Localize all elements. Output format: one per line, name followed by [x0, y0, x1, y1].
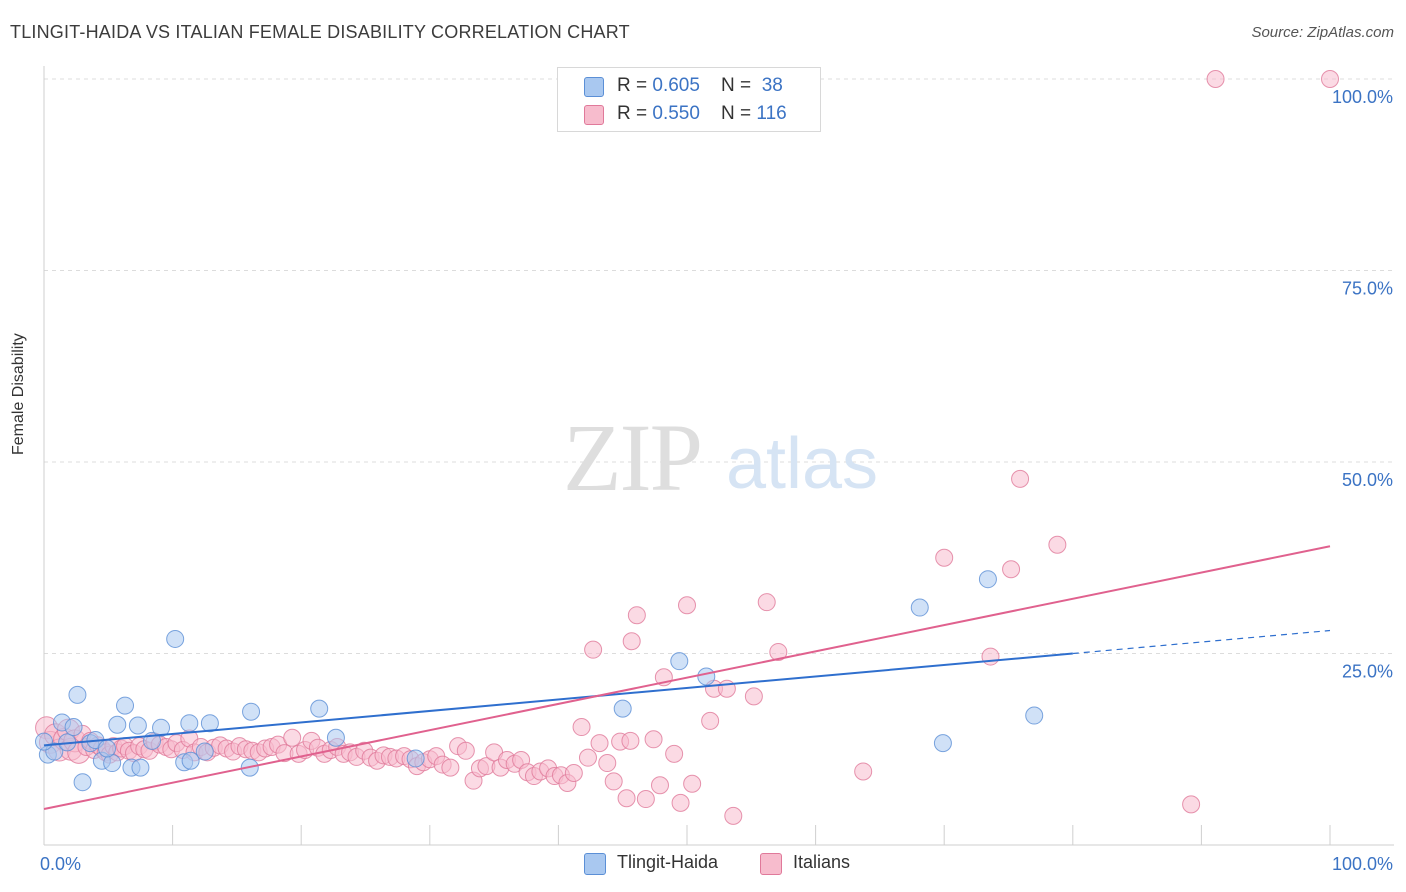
- italians-point: [935, 548, 954, 567]
- italians-point: [678, 596, 696, 615]
- tlingit-haida-point: [978, 570, 997, 589]
- tlingit-haida-point: [326, 728, 345, 747]
- tlingit-haida-point: [310, 699, 329, 718]
- italians-point: [441, 758, 460, 777]
- bottom-legend-label: Tlingit-Haida: [617, 852, 719, 872]
- tlingit-haida-point: [166, 629, 185, 648]
- italians-point: [598, 754, 617, 773]
- italians-point: [744, 687, 763, 706]
- chart-title: TLINGIT-HAIDA VS ITALIAN FEMALE DISABILI…: [10, 22, 630, 42]
- italians-point: [1048, 535, 1067, 554]
- tlingit-haida-point: [697, 667, 716, 686]
- tlingit-haida-point: [64, 718, 83, 737]
- italians-point: [1002, 560, 1021, 579]
- italians-point: [650, 776, 669, 795]
- legend-n-label: N =: [721, 103, 757, 124]
- bottom-legend-label: Italians: [793, 852, 851, 872]
- tlingit-haida-point: [131, 758, 150, 777]
- y-tick-label: 75.0%: [1342, 279, 1393, 299]
- italians-point: [627, 606, 646, 625]
- tlingit-haida-point: [181, 751, 200, 770]
- source-label: Source: ZipAtlas.com: [1251, 24, 1394, 41]
- legend-n-label: N =: [721, 75, 757, 96]
- tlingit-haida-point: [670, 652, 689, 671]
- legend-swatch-italians: [584, 105, 604, 125]
- italians-point: [636, 790, 655, 809]
- italians-point: [1206, 70, 1225, 88]
- tlingit-haida-point: [128, 716, 147, 735]
- italians-point: [283, 728, 302, 747]
- tlingit-haida-point: [910, 598, 929, 617]
- italians-point: [1011, 469, 1030, 488]
- italians-point: [1182, 795, 1201, 814]
- italians-point: [644, 730, 663, 749]
- tlingit-haida-point: [180, 714, 199, 733]
- italians-point: [701, 711, 720, 730]
- axes: [43, 66, 1394, 846]
- tlingit-haida-point: [613, 699, 632, 718]
- tlingit-haida-point: [1025, 706, 1044, 725]
- italians-point: [757, 593, 776, 612]
- italians-point: [590, 734, 609, 753]
- italians-point: [671, 793, 690, 812]
- bottom-legend-swatch-tlingit-haida: [584, 853, 606, 875]
- italians-point: [604, 772, 623, 791]
- tlingit-haida-point: [933, 734, 952, 753]
- italians-point: [769, 642, 788, 661]
- tlingit-haida-points: [35, 570, 1044, 792]
- tlingit-haida-trend-extension: [1072, 629, 1331, 655]
- italians-point: [621, 731, 640, 750]
- legend-r-value: 0.550: [652, 103, 700, 124]
- italians-point: [724, 806, 743, 825]
- italians-point: [665, 744, 684, 763]
- x-tick-label: 0.0%: [40, 854, 81, 874]
- tlingit-haida-point: [108, 715, 127, 734]
- legend-r-label: R =: [617, 103, 653, 124]
- tlingit-haida-point: [406, 749, 425, 768]
- y-tick-label: 25.0%: [1342, 662, 1393, 682]
- italians-point: [617, 789, 636, 808]
- legend-r-label: R =: [617, 75, 653, 96]
- italians-point: [981, 647, 1000, 666]
- watermark: ZIP atlas: [563, 404, 878, 511]
- italians-point: [456, 741, 475, 760]
- tlingit-haida-trend-line: [43, 652, 1073, 747]
- y-tick-label: 50.0%: [1342, 470, 1393, 490]
- italians-point: [683, 774, 702, 793]
- italians-point: [564, 763, 583, 782]
- tlingit-haida-point: [242, 702, 261, 721]
- italians-trend-line: [43, 545, 1331, 810]
- italians-point: [578, 748, 597, 767]
- tlingit-haida-point: [35, 732, 53, 751]
- legend-n-value: 116: [756, 103, 787, 124]
- italians-point: [622, 632, 641, 651]
- legend: R = 0.605 N = 38 R = 0.550 N = 116: [557, 67, 821, 132]
- italians-point: [717, 679, 736, 698]
- trend-lines: [43, 545, 1331, 810]
- watermark-zip: ZIP: [563, 404, 701, 511]
- tlingit-haida-point: [116, 696, 135, 715]
- tlingit-haida-point: [98, 739, 117, 758]
- tlingit-haida-point: [200, 714, 219, 733]
- legend-swatch-tlingit-haida: [584, 77, 604, 97]
- tick-labels: 25.0% 50.0% 75.0% 100.0% 0.0% 100.0%: [40, 87, 1393, 874]
- tlingit-haida-point: [68, 685, 87, 704]
- legend-r-value: 0.605: [652, 75, 700, 96]
- y-tick-label: 100.0%: [1332, 87, 1393, 107]
- italians-point: [572, 718, 591, 737]
- tlingit-haida-point: [73, 773, 92, 792]
- italians-point: [1321, 70, 1339, 88]
- x-tick-label: 100.0%: [1332, 854, 1393, 874]
- bottom-legend-swatch-italians: [760, 853, 782, 875]
- italians-point: [584, 640, 603, 659]
- legend-n-value: 38: [761, 75, 783, 96]
- italians-point: [854, 762, 873, 781]
- tlingit-haida-point: [195, 742, 214, 761]
- watermark-atlas: atlas: [726, 424, 878, 504]
- tlingit-haida-point: [152, 718, 171, 737]
- gridlines: [44, 78, 1394, 654]
- y-axis-label: Female Disability: [10, 333, 27, 455]
